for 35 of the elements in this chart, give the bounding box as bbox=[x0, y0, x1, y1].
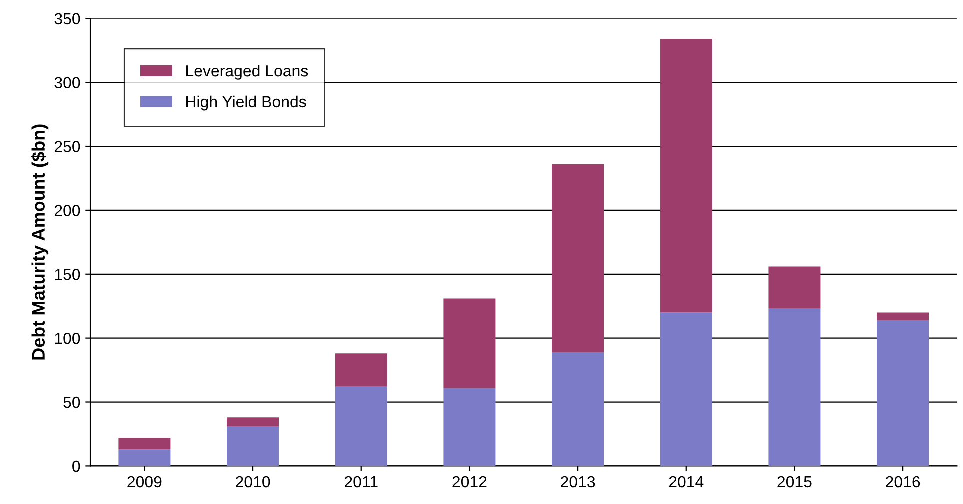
bar bbox=[877, 312, 930, 320]
x-tick-label: 2014 bbox=[669, 476, 704, 488]
bar bbox=[335, 386, 388, 466]
y-tick-label: 300 bbox=[54, 77, 80, 89]
x-tick-label: 2015 bbox=[778, 476, 812, 488]
bar bbox=[768, 308, 821, 466]
bar bbox=[877, 320, 930, 466]
y-tick-label: 0 bbox=[72, 460, 80, 472]
x-tick-label: 2012 bbox=[452, 476, 487, 488]
y-tick-label: 50 bbox=[64, 396, 80, 408]
y-tick-label: 100 bbox=[55, 332, 80, 344]
x-tick-label: 2016 bbox=[886, 476, 920, 488]
y-axis-title: Debt Maturity Amount ($bn) bbox=[31, 124, 49, 360]
bar bbox=[335, 354, 388, 387]
x-tick-label: 2009 bbox=[128, 476, 162, 488]
bar bbox=[444, 298, 496, 388]
bar bbox=[227, 426, 280, 466]
bar bbox=[444, 388, 496, 466]
bar bbox=[660, 312, 712, 466]
bar bbox=[768, 266, 821, 309]
bar bbox=[227, 418, 280, 427]
y-tick-label: 200 bbox=[54, 205, 80, 216]
x-tick-label: 2011 bbox=[344, 476, 378, 488]
bar bbox=[118, 450, 171, 466]
bar bbox=[552, 164, 604, 352]
x-tick-label: 2013 bbox=[561, 476, 596, 488]
x-tick-label: 2010 bbox=[236, 476, 270, 488]
y-tick-label: 150 bbox=[55, 269, 80, 280]
bar bbox=[552, 352, 604, 466]
legend-label: High Yield Bonds bbox=[186, 96, 306, 111]
y-tick-label: 250 bbox=[54, 141, 80, 152]
legend-label: Leveraged Loans bbox=[186, 64, 308, 80]
bar bbox=[118, 438, 171, 450]
bar bbox=[660, 39, 712, 313]
y-tick-label: 350 bbox=[54, 13, 80, 25]
